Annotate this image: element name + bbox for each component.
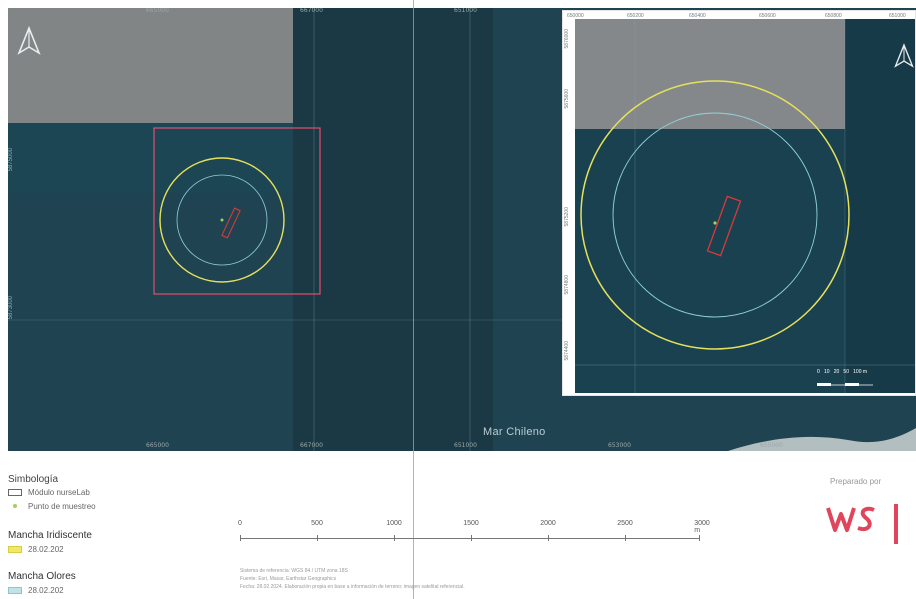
place-label: Mar Chileno (483, 426, 546, 438)
scale-line (240, 538, 700, 539)
scale-tick (548, 535, 549, 541)
inset-left-coord: 5874400 (564, 341, 570, 361)
legend-item: Punto de muestreo (8, 502, 96, 511)
point-swatch (8, 503, 22, 510)
inset-scale-segment (845, 383, 859, 386)
land-area (8, 8, 293, 123)
inset-top-coord: 650000 (567, 13, 584, 19)
legend-group-title: Mancha Iridiscente (8, 530, 92, 541)
inset-scale-label: 50 (843, 369, 849, 375)
sample-point[interactable] (220, 218, 224, 222)
scale-label: 500 (311, 520, 323, 527)
legend-item-label: 28.02.202 (28, 545, 64, 554)
credit-line: Fecha: 28.02.2024. Elaboración propia en… (240, 584, 465, 590)
scale-label: 2000 (540, 520, 556, 527)
inset-scale-labels: 0 10 20 50 100 m (817, 369, 867, 375)
dark-sea-band (293, 8, 493, 451)
inset-left-coord: 5874800 (564, 275, 570, 295)
inset-outer-circle[interactable] (580, 80, 850, 350)
scale-label: 1500 (463, 520, 479, 527)
left-coord: 5875000 (8, 148, 14, 172)
inset-inner-circle[interactable] (612, 112, 818, 318)
inset-sample-point[interactable] (713, 221, 717, 225)
inset-top-coord: 650400 (689, 13, 706, 19)
inset-map-canvas (575, 19, 915, 393)
scale-tick (317, 535, 318, 541)
legend-item: 28.02.202 (8, 586, 64, 595)
legend-title: Simbología (8, 474, 59, 485)
legend-item-label: Módulo nurseLab (28, 488, 90, 497)
scale-label: 1000 (386, 520, 402, 527)
inset-scale-label: 20 (833, 369, 840, 375)
north-arrow-icon (893, 43, 915, 69)
inset-scale-segment (817, 383, 831, 386)
top-coord: 651000 (454, 8, 477, 14)
land-texture (8, 8, 293, 123)
scale-tick (471, 535, 472, 541)
inset-left-coord: 5876000 (564, 29, 570, 49)
inset-top-coord: 650200 (627, 13, 644, 19)
inset-map-frame: 650000 650200 650400 650600 650800 65100… (562, 10, 916, 396)
main-map-canvas (8, 8, 916, 451)
north-arrow-icon (16, 25, 42, 56)
yellow-swatch (8, 546, 22, 553)
inset-top-coord: 651000 (889, 13, 906, 19)
prepared-by-label: Preparado por (830, 477, 882, 486)
inset-module-outline[interactable] (706, 195, 742, 257)
scale-label: 3000 m (694, 520, 710, 534)
legend-item: 28.02.202 (8, 545, 64, 554)
legend-item-label: Punto de muestreo (28, 502, 96, 511)
inset-scale-label: 100 m (853, 369, 868, 375)
bottom-coord: 653000 (608, 442, 631, 449)
legend-item-label: 28.02.202 (28, 586, 64, 595)
scale-tick (240, 535, 241, 541)
module-outline[interactable] (221, 207, 241, 239)
page-divider (413, 0, 414, 599)
scale-tick (394, 535, 395, 541)
bottom-coord: 655000 (760, 442, 783, 449)
inset-scale-label: 10 (823, 369, 830, 375)
scale-label: 2500 (617, 520, 633, 527)
inset-top-coord: 650600 (759, 13, 776, 19)
inset-left-coord: 5875600 (564, 89, 570, 109)
scale-tick (699, 535, 700, 541)
bottom-coord: 665000 (146, 442, 169, 449)
credit-line: Sistema de referencia: WGS 84 / UTM zona… (240, 568, 348, 574)
module-swatch (8, 489, 22, 496)
inset-top-coord: 650800 (825, 13, 842, 19)
legend-group-title: Mancha Olores (8, 571, 76, 582)
study-area-box[interactable] (153, 127, 321, 295)
shallow-sea (8, 123, 293, 193)
inset-scale-label: 0 (817, 369, 820, 375)
bottom-coord: 651000 (454, 442, 477, 449)
scale-tick (625, 535, 626, 541)
inset-map[interactable]: 0 10 20 50 100 m (575, 19, 915, 393)
scale-label: 0 (238, 520, 242, 527)
wsp-logo-icon (826, 498, 916, 546)
map-credits: Sistema de referencia: WGS 84 / UTM zona… (240, 567, 720, 591)
credit-line: Fuente: Esri, Maxar, Earthstar Geographi… (240, 576, 337, 582)
legend: Simbología Módulo nurseLab Punto de mues… (8, 474, 228, 595)
coast-bottom-right (728, 428, 916, 451)
inset-left-coord: 5875200 (564, 207, 570, 227)
cyan-swatch (8, 587, 22, 594)
bottom-coord: 667000 (300, 442, 323, 449)
top-coord: 667000 (300, 8, 323, 14)
legend-item: Módulo nurseLab (8, 488, 90, 497)
left-coord: 5873000 (8, 296, 14, 320)
inset-dark-band (845, 19, 915, 393)
top-coord: 665000 (146, 8, 169, 14)
outer-circle[interactable] (159, 157, 285, 283)
inner-circle[interactable] (176, 174, 268, 266)
scale-bar: 0 500 1000 1500 2000 2500 3000 m (234, 520, 714, 550)
